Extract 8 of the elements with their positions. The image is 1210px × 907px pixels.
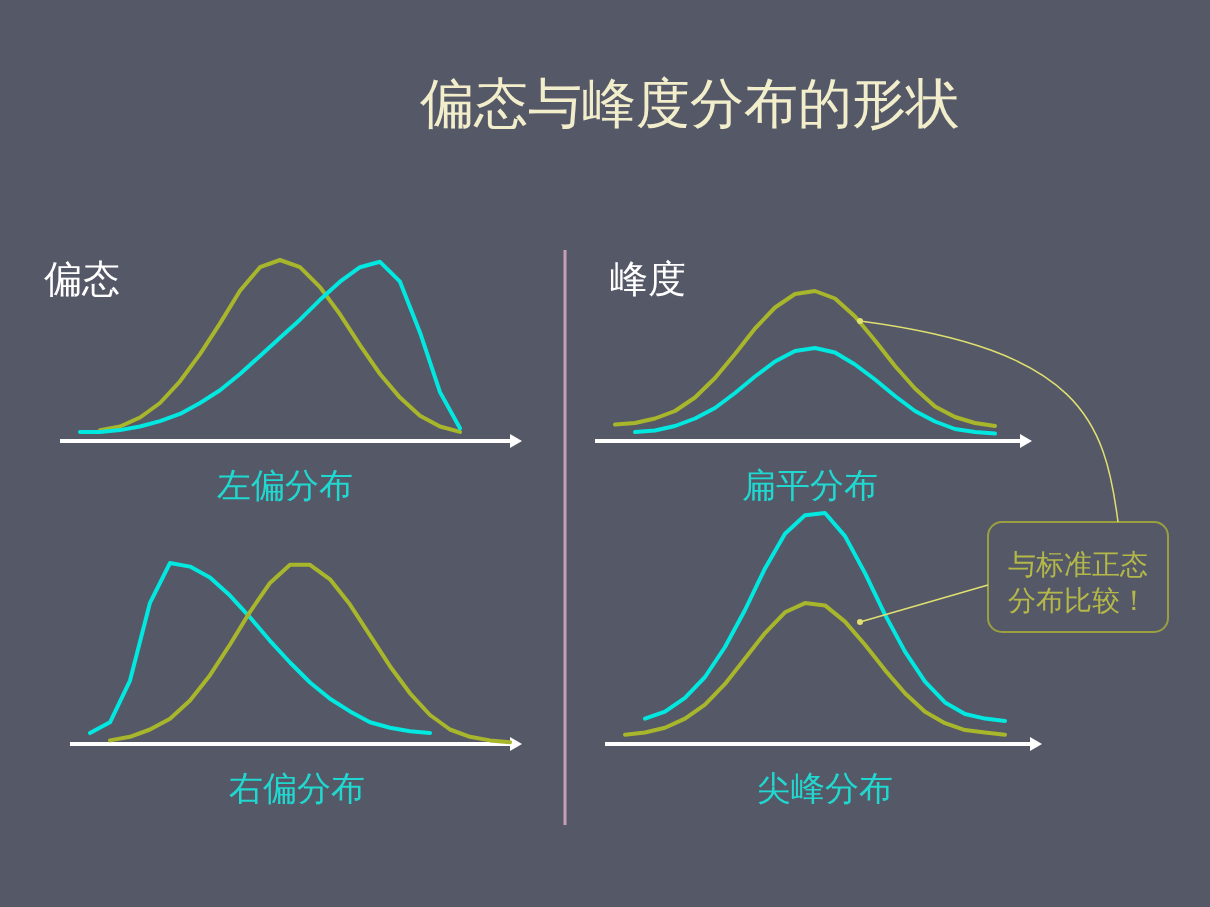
x-axis-title: 左偏分布 bbox=[217, 465, 353, 505]
x-axis-title: 扁平分布 bbox=[742, 465, 878, 505]
chart-subtitle: 偏态 bbox=[44, 257, 120, 301]
x-axis-title: 尖峰分布 bbox=[757, 768, 893, 808]
text: 偏态与峰度分布的形状 bbox=[420, 72, 960, 135]
annotation: 与标准正态分布比较！ bbox=[1008, 548, 1148, 617]
x-axis-title: 右偏分布 bbox=[229, 768, 365, 808]
chart-subtitle: 峰度 bbox=[610, 257, 686, 301]
